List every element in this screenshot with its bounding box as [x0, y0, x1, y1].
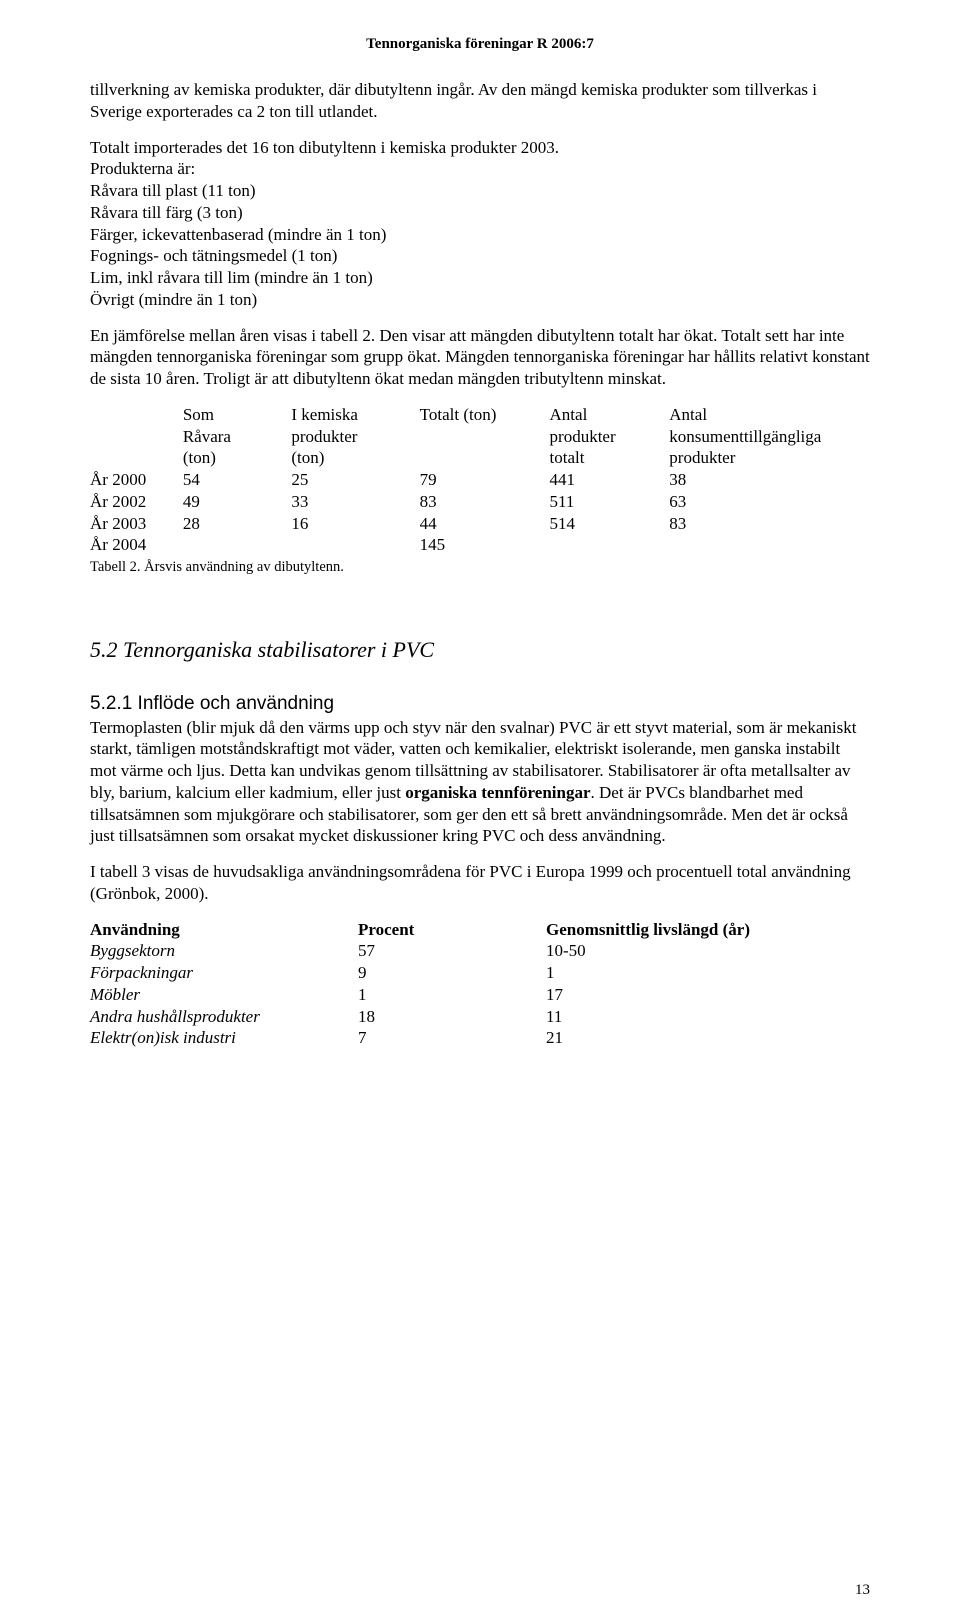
paragraph-4-bold: organiska tennföreningar — [405, 783, 590, 802]
table-header-row: Råvara produkter produkter konsumenttill… — [90, 426, 870, 448]
list-item: Råvara till plast (11 ton) — [90, 180, 870, 202]
row-label: År 2002 — [90, 491, 183, 513]
paragraph-5: I tabell 3 visas de huvudsakliga användn… — [90, 861, 870, 905]
cell: 38 — [669, 469, 870, 491]
cell: 33 — [291, 491, 419, 513]
row-label: Andra hushållsprodukter — [90, 1006, 358, 1028]
list-item: Färger, ickevattenbaserad (mindre än 1 t… — [90, 224, 870, 246]
col-header: Användning — [90, 919, 358, 941]
table-row: År 2003 28 16 44 514 83 — [90, 513, 870, 535]
col-header: konsumenttillgängliga — [669, 426, 870, 448]
cell: 63 — [669, 491, 870, 513]
col-header: produkter — [550, 426, 670, 448]
cell: 49 — [183, 491, 292, 513]
table-header-row: Användning Procent Genomsnittlig livslän… — [90, 919, 854, 941]
table-2: Som I kemiska Totalt (ton) Antal Antal R… — [90, 404, 870, 556]
row-label: Byggsektorn — [90, 940, 358, 962]
cell: 145 — [420, 534, 550, 556]
cell — [291, 534, 419, 556]
row-label: År 2003 — [90, 513, 183, 535]
heading-5-2: 5.2 Tennorganiska stabilisatorer i PVC — [90, 637, 870, 663]
cell: 83 — [420, 491, 550, 513]
table-row: Andra hushållsprodukter 18 11 — [90, 1006, 854, 1028]
col-header: Antal — [550, 404, 670, 426]
cell — [669, 534, 870, 556]
table-3: Användning Procent Genomsnittlig livslän… — [90, 919, 854, 1050]
col-header: (ton) — [291, 447, 419, 469]
row-label: Möbler — [90, 984, 358, 1006]
col-header: Antal — [669, 404, 870, 426]
cell: 11 — [546, 1006, 854, 1028]
col-header: produkter — [291, 426, 419, 448]
heading-5-2-1: 5.2.1 Inflöde och användning — [90, 693, 870, 715]
paragraph-4: Termoplasten (blir mjuk då den värms upp… — [90, 717, 870, 848]
cell: 44 — [420, 513, 550, 535]
cell: 514 — [550, 513, 670, 535]
list-item: Råvara till färg (3 ton) — [90, 202, 870, 224]
cell: 28 — [183, 513, 292, 535]
col-header: totalt — [550, 447, 670, 469]
document-header: Tennorganiska föreningar R 2006:7 — [90, 36, 870, 53]
paragraph-2a: Totalt importerades det 16 ton dibutylte… — [90, 137, 870, 159]
cell: 441 — [550, 469, 670, 491]
cell: 83 — [669, 513, 870, 535]
table-row: Elektr(on)isk industri 7 21 — [90, 1027, 854, 1049]
table-row: År 2000 54 25 79 441 38 — [90, 469, 870, 491]
cell — [183, 534, 292, 556]
row-label: År 2004 — [90, 534, 183, 556]
table-row: År 2002 49 33 83 511 63 — [90, 491, 870, 513]
cell: 18 — [358, 1006, 546, 1028]
row-label: Förpackningar — [90, 962, 358, 984]
cell: 10-50 — [546, 940, 854, 962]
cell: 21 — [546, 1027, 854, 1049]
row-label: Elektr(on)isk industri — [90, 1027, 358, 1049]
col-header: Genomsnittlig livslängd (år) — [546, 919, 854, 941]
page-number: 13 — [855, 1582, 870, 1599]
cell: 511 — [550, 491, 670, 513]
col-header: (ton) — [183, 447, 292, 469]
paragraph-2b: Produkterna är: — [90, 158, 870, 180]
paragraph-1: tillverkning av kemiska produkter, där d… — [90, 79, 870, 123]
table-row: Förpackningar 9 1 — [90, 962, 854, 984]
table-header-row: Som I kemiska Totalt (ton) Antal Antal — [90, 404, 870, 426]
col-header: Råvara — [183, 426, 292, 448]
cell: 54 — [183, 469, 292, 491]
col-header: produkter — [669, 447, 870, 469]
cell: 16 — [291, 513, 419, 535]
cell: 1 — [546, 962, 854, 984]
cell — [550, 534, 670, 556]
col-header: Totalt (ton) — [420, 404, 550, 426]
row-label: År 2000 — [90, 469, 183, 491]
table-row: Byggsektorn 57 10-50 — [90, 940, 854, 962]
cell: 7 — [358, 1027, 546, 1049]
cell: 79 — [420, 469, 550, 491]
list-item: Lim, inkl råvara till lim (mindre än 1 t… — [90, 267, 870, 289]
cell: 57 — [358, 940, 546, 962]
cell: 1 — [358, 984, 546, 1006]
cell: 17 — [546, 984, 854, 1006]
col-header: I kemiska — [291, 404, 419, 426]
table-row: Möbler 1 17 — [90, 984, 854, 1006]
list-item: Övrigt (mindre än 1 ton) — [90, 289, 870, 311]
cell: 9 — [358, 962, 546, 984]
paragraph-3: En jämförelse mellan åren visas i tabell… — [90, 325, 870, 390]
table-row: År 2004 145 — [90, 534, 870, 556]
col-header: Som — [183, 404, 292, 426]
cell: 25 — [291, 469, 419, 491]
list-item: Fognings- och tätningsmedel (1 ton) — [90, 245, 870, 267]
table-2-caption: Tabell 2. Årsvis användning av dibutylte… — [90, 558, 870, 577]
col-header: Procent — [358, 919, 546, 941]
page: Tennorganiska föreningar R 2006:7 tillve… — [0, 0, 960, 1609]
table-header-row: (ton) (ton) totalt produkter — [90, 447, 870, 469]
